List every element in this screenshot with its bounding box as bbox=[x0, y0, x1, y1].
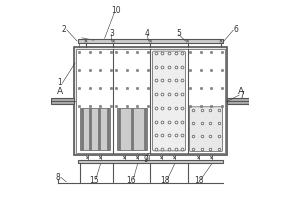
Text: 18: 18 bbox=[194, 176, 204, 185]
Text: A: A bbox=[57, 87, 63, 96]
Bar bbox=[51, 98, 74, 104]
Bar bbox=[74, 47, 227, 155]
Bar bbox=[78, 39, 223, 43]
Text: A: A bbox=[238, 87, 244, 96]
Bar bbox=[227, 98, 249, 104]
Bar bbox=[80, 108, 110, 150]
Bar bbox=[78, 160, 223, 163]
Text: 10: 10 bbox=[112, 6, 121, 15]
Text: 18: 18 bbox=[160, 176, 170, 185]
Text: 6: 6 bbox=[233, 25, 238, 34]
Bar bbox=[147, 153, 150, 155]
Text: 1: 1 bbox=[57, 78, 62, 87]
Text: 7: 7 bbox=[239, 91, 244, 100]
Text: 2: 2 bbox=[62, 24, 67, 33]
Text: 4: 4 bbox=[145, 29, 149, 38]
Text: 9: 9 bbox=[143, 155, 148, 164]
Text: 5: 5 bbox=[176, 29, 181, 38]
Text: 8: 8 bbox=[56, 173, 61, 182]
Text: 3: 3 bbox=[109, 29, 114, 38]
Bar bbox=[117, 108, 147, 150]
FancyBboxPatch shape bbox=[190, 107, 223, 151]
Bar bbox=[76, 49, 224, 153]
FancyBboxPatch shape bbox=[152, 51, 185, 151]
Text: 15: 15 bbox=[89, 176, 99, 185]
Text: 16: 16 bbox=[127, 176, 136, 185]
